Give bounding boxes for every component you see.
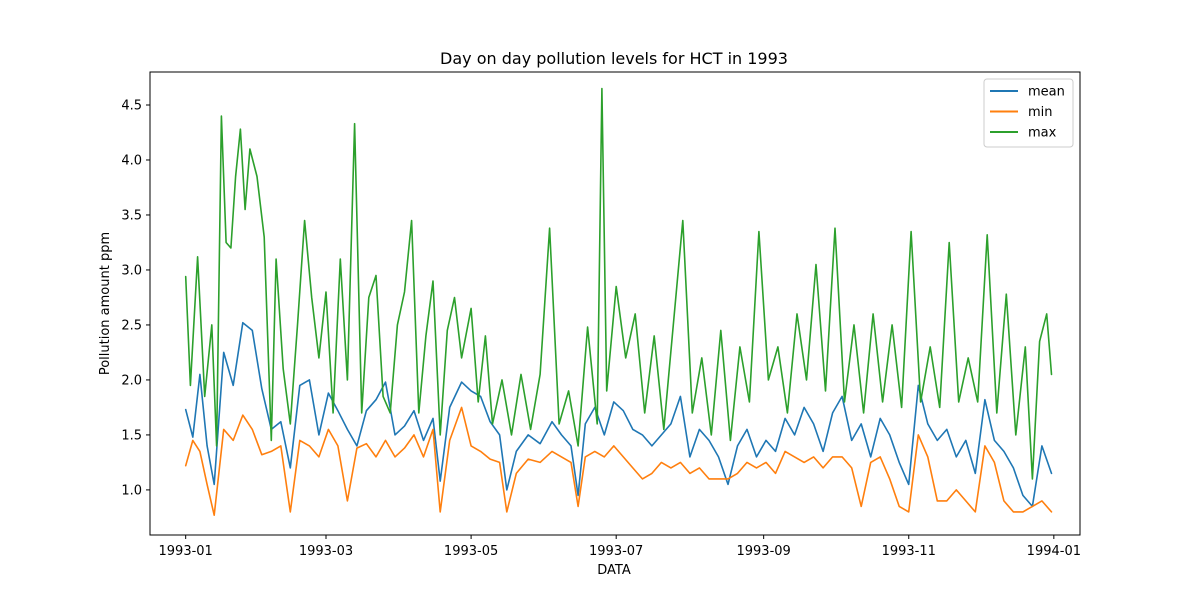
x-tick-label: 1993-09 — [736, 544, 790, 559]
legend-label-min: min — [1028, 105, 1053, 120]
x-tick-label: 1994-01 — [1027, 544, 1081, 559]
x-tick-label: 1993-05 — [444, 544, 498, 559]
y-tick-label: 1.0 — [121, 483, 142, 498]
y-tick-label: 4.0 — [121, 153, 142, 168]
x-tick-label: 1993-01 — [159, 544, 213, 559]
x-tick-label: 1993-07 — [589, 544, 643, 559]
y-axis: 1.0 1.5 2.0 2.5 3.0 3.5 4.0 4.5 — [121, 98, 150, 498]
series-line-max — [184, 87, 1053, 480]
legend: mean min max — [983, 78, 1074, 148]
chart-title: Day on day pollution levels for HCT in 1… — [440, 49, 788, 68]
y-tick-label: 2.0 — [121, 373, 142, 388]
legend-label-mean: mean — [1028, 85, 1065, 100]
y-tick-label: 4.5 — [121, 98, 142, 113]
x-axis: 1993-01 1993-03 1993-05 1993-07 1993-09 1993-… — [159, 535, 1081, 559]
y-tick-label: 3.5 — [121, 208, 142, 223]
x-axis-label: DATA — [597, 563, 631, 578]
series-line-min — [184, 406, 1053, 517]
series-line-mean — [184, 321, 1053, 508]
x-tick-label: 1993-11 — [882, 544, 936, 559]
plot-area-frame — [149, 71, 1081, 536]
y-axis-label: Pollution amount ppm — [98, 232, 113, 375]
legend-box — [983, 78, 1074, 148]
y-tick-label: 2.5 — [121, 318, 142, 333]
x-tick-label: 1993-03 — [299, 544, 353, 559]
series-lines — [184, 87, 1053, 517]
y-tick-label: 1.5 — [121, 428, 142, 443]
legend-label-max: max — [1028, 126, 1057, 141]
y-tick-label: 3.0 — [121, 263, 142, 278]
